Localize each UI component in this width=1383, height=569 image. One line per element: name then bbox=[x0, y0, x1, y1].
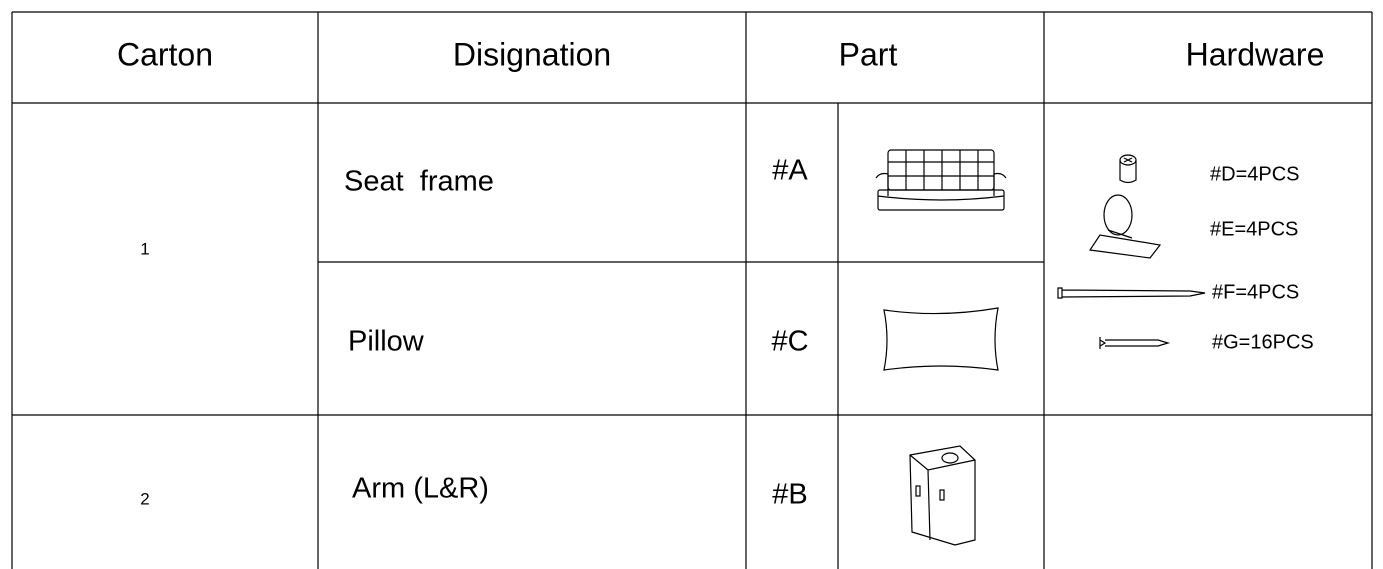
part-code: #B bbox=[772, 479, 807, 511]
hardware-item: #D=4PCS bbox=[1210, 163, 1300, 185]
sofa-icon bbox=[875, 149, 1007, 211]
column-header: Part bbox=[839, 36, 898, 72]
designation: Pillow bbox=[348, 326, 425, 358]
hardware-item: #G=16PCS bbox=[1212, 331, 1314, 353]
arm-icon bbox=[909, 445, 976, 546]
pillow-icon bbox=[883, 307, 999, 371]
hardware-icons bbox=[1057, 154, 1206, 349]
column-header: Disignation bbox=[453, 36, 611, 72]
designation: Arm (L&R) bbox=[352, 473, 489, 505]
table-grid bbox=[11, 11, 1373, 569]
designation: Seat frame bbox=[344, 166, 494, 198]
carton-number: 2 bbox=[140, 489, 149, 508]
carton-number: 1 bbox=[140, 239, 149, 258]
hardware-item: #F=4PCS bbox=[1212, 281, 1299, 303]
column-header: Hardware bbox=[1186, 36, 1325, 72]
part-code: #C bbox=[771, 326, 808, 358]
column-header: Carton bbox=[117, 36, 213, 72]
part-code: #A bbox=[772, 155, 808, 187]
hardware-item: #E=4PCS bbox=[1210, 218, 1298, 240]
